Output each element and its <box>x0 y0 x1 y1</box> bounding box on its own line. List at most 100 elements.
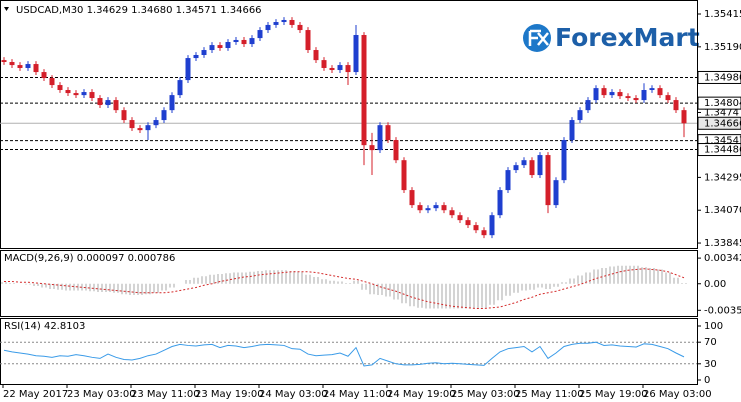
candle-body <box>137 128 143 131</box>
candle-body <box>505 170 511 191</box>
candle-body <box>353 35 359 73</box>
candle-body <box>313 50 319 61</box>
candle-body <box>513 165 519 171</box>
x-tick-label: 26 May 03:00 <box>643 389 712 400</box>
candle-body <box>441 205 447 211</box>
candle-body <box>449 210 455 216</box>
candle-body <box>497 190 503 216</box>
candle-body <box>641 90 647 101</box>
candle-body <box>681 110 687 124</box>
candle-body <box>201 50 207 55</box>
y-tick-label: 1.35190 <box>704 42 741 53</box>
candle-body <box>57 85 63 91</box>
x-tick-label: 25 May 19:00 <box>579 389 648 400</box>
candle-body <box>345 65 351 73</box>
y-tick-label: -0.00354 <box>704 305 741 316</box>
x-tick-label: 25 May 03:00 <box>451 389 520 400</box>
candle-body <box>105 100 111 106</box>
y-tick-label: 1.34070 <box>704 205 741 216</box>
panel-frame <box>0 318 698 385</box>
candle-body <box>625 96 631 99</box>
candle-body <box>49 78 55 86</box>
rsi-line <box>3 341 685 367</box>
candle-body <box>89 92 95 99</box>
candle-body <box>593 88 599 101</box>
candle-body <box>561 140 567 181</box>
candle-body <box>337 65 343 71</box>
panel-title: RSI(14) 42.8103 <box>4 321 85 332</box>
candle-body <box>25 64 31 68</box>
candle-body <box>81 92 87 96</box>
candle-body <box>537 155 543 176</box>
candle-body <box>169 95 175 111</box>
candle-body <box>489 215 495 236</box>
x-tick-label: 23 May 11:00 <box>131 389 200 400</box>
y-tick-label: 0.00342 <box>704 253 741 264</box>
candle-body <box>369 145 375 151</box>
candle-body <box>233 39 239 43</box>
candle-body <box>377 125 383 151</box>
y-tick-label: 1.33845 <box>704 238 741 249</box>
candle-body <box>145 125 151 131</box>
x-tick-label: 24 May 11:00 <box>323 389 392 400</box>
candle-body <box>153 120 159 126</box>
x-tick-label: 24 May 19:00 <box>387 389 456 400</box>
candle-body <box>177 80 183 96</box>
candle-body <box>425 208 431 211</box>
candle-body <box>609 92 615 96</box>
candle-body <box>617 92 623 97</box>
level-box <box>697 143 741 157</box>
candle-body <box>409 190 415 206</box>
level-label: 1.34804 <box>704 98 741 109</box>
y-tick-label: 0 <box>704 375 710 386</box>
y-tick-label: 1.34295 <box>704 172 741 183</box>
candle-body <box>41 72 47 79</box>
candle-body <box>305 30 311 51</box>
candle-body <box>481 230 487 236</box>
candle-body <box>385 125 391 141</box>
candle-body <box>665 95 671 101</box>
x-tick-label: 25 May 11:00 <box>515 389 584 400</box>
y-tick-label: 30 <box>704 359 717 370</box>
candle-body <box>329 67 335 71</box>
candle-body <box>569 120 575 141</box>
candle-body <box>361 35 367 146</box>
y-tick-label: 70 <box>704 337 717 348</box>
candle-body <box>17 65 23 68</box>
level-label: 1.34666 <box>704 118 741 129</box>
candle-body <box>225 42 231 48</box>
candle-body <box>217 45 223 48</box>
level-label: 1.34486 <box>704 145 741 156</box>
candle-body <box>9 62 15 66</box>
candle-body <box>649 88 655 91</box>
candle-body <box>465 220 471 226</box>
candle-body <box>129 120 135 129</box>
candle-body <box>97 98 103 106</box>
y-tick-label: 1.35415 <box>704 9 741 20</box>
candle-body <box>1 60 7 62</box>
logo-text: ForexMart <box>555 23 700 52</box>
candle-body <box>265 24 271 31</box>
candle-body <box>113 100 119 111</box>
candle-body <box>273 22 279 25</box>
candle-body <box>121 110 127 121</box>
y-tick-label: 1.3474 <box>704 107 739 118</box>
candle-body <box>73 93 79 96</box>
candle-body <box>657 88 663 96</box>
title-arrow <box>4 7 9 11</box>
candle-body <box>33 64 39 73</box>
logo-icon <box>523 24 551 52</box>
level-box <box>697 70 741 84</box>
level-label: 1.34547 <box>704 136 741 147</box>
candle-body <box>673 100 679 111</box>
candle-body <box>209 45 215 51</box>
candle-body <box>457 215 463 221</box>
candle-body <box>529 160 535 176</box>
x-tick-label: 23 May 03:00 <box>67 389 136 400</box>
candle-body <box>521 160 527 166</box>
candle-body <box>65 90 71 94</box>
candle-body <box>193 54 199 59</box>
candle-body <box>321 60 327 68</box>
